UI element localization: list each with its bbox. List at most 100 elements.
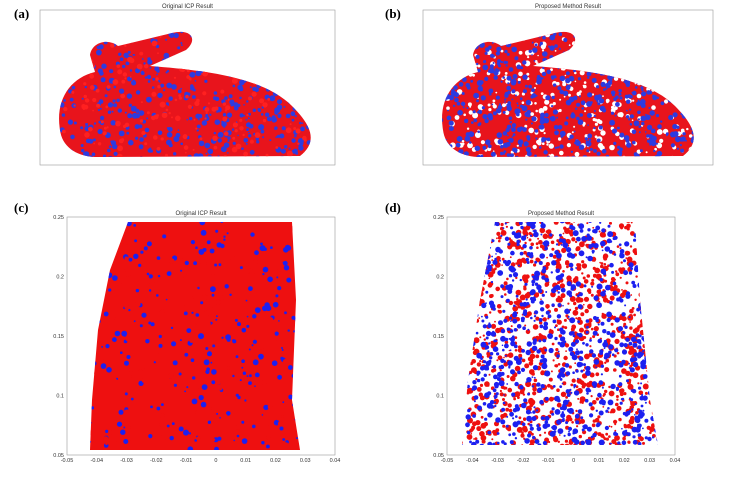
cloud-point (239, 55, 245, 62)
cloud-point (65, 161, 70, 166)
cloud-point (112, 79, 119, 85)
cloud-point (629, 364, 633, 368)
cloud-point (586, 426, 592, 432)
cloud-point (200, 330, 203, 333)
cloud-point (708, 64, 710, 66)
cloud-point (323, 82, 325, 84)
cloud-point (623, 135, 630, 141)
cloud-point (541, 71, 547, 77)
cloud-point (148, 274, 153, 279)
cloud-point (485, 139, 491, 145)
cloud-point (590, 55, 595, 60)
cloud-point (283, 67, 289, 73)
cloud-point (63, 25, 65, 27)
cloud-point (707, 81, 709, 83)
cloud-point (539, 253, 545, 259)
cloud-point (457, 422, 462, 427)
cloud-point (72, 71, 79, 78)
cloud-point (281, 34, 284, 37)
cloud-point (72, 244, 78, 250)
cloud-point (638, 239, 642, 244)
cloud-point (280, 47, 283, 50)
cloud-point (474, 145, 480, 151)
cloud-point (511, 127, 516, 133)
cloud-point (632, 90, 637, 96)
cloud-point (708, 161, 712, 165)
cloud-point (671, 395, 675, 399)
cloud-point (611, 43, 617, 49)
cloud-point (315, 380, 320, 385)
cloud-point (467, 102, 472, 107)
cloud-point (601, 148, 607, 154)
cloud-point (592, 432, 597, 438)
cloud-point (587, 303, 593, 310)
cloud-point (321, 401, 326, 406)
cloud-point (194, 100, 200, 107)
cloud-point (234, 400, 238, 403)
cloud-point (73, 42, 77, 46)
cloud-point (451, 377, 456, 382)
cloud-point (156, 157, 159, 160)
cloud-point (557, 291, 560, 294)
cloud-point (500, 335, 506, 342)
cloud-point (701, 14, 704, 17)
cloud-point (521, 358, 526, 363)
cloud-point (657, 35, 661, 39)
cloud-point (519, 31, 524, 35)
cloud-point (639, 252, 645, 258)
cloud-point (711, 101, 713, 103)
cloud-point (292, 106, 297, 111)
cloud-point (242, 252, 245, 256)
cloud-point (122, 72, 128, 77)
cloud-point (504, 101, 506, 103)
cloud-point (515, 222, 520, 223)
cloud-point (472, 112, 479, 119)
cloud-point (293, 127, 297, 130)
cloud-point (180, 269, 183, 272)
cloud-point (463, 248, 470, 255)
cloud-point (595, 366, 597, 369)
cloud-point (530, 158, 535, 163)
cloud-point (66, 83, 69, 86)
cloud-point (204, 117, 207, 120)
cloud-point (93, 15, 96, 18)
cloud-point (332, 115, 336, 119)
cloud-point (141, 33, 144, 36)
cloud-point (293, 373, 296, 376)
cloud-point (598, 98, 605, 104)
cloud-point (706, 22, 710, 26)
cloud-point (130, 452, 133, 455)
cloud-point (279, 45, 283, 50)
cloud-point (575, 350, 580, 356)
cloud-point (597, 102, 601, 106)
cloud-point (474, 132, 481, 138)
cloud-point (159, 101, 166, 108)
cloud-point (173, 152, 177, 156)
cloud-point (638, 56, 641, 59)
cloud-point (565, 85, 571, 91)
cloud-point (93, 333, 97, 336)
cloud-point (210, 45, 213, 48)
cloud-point (528, 231, 532, 236)
cloud-point (189, 452, 194, 457)
cloud-point (90, 422, 92, 424)
cloud-point (593, 326, 599, 332)
cloud-point (126, 76, 132, 82)
cloud-point (670, 247, 672, 249)
cloud-point (180, 258, 183, 262)
cloud-point (280, 24, 282, 26)
cloud-point (655, 244, 658, 246)
cloud-point (46, 54, 50, 58)
cloud-point (565, 396, 568, 399)
cloud-point (262, 136, 265, 139)
cloud-point (444, 44, 448, 48)
cloud-point (664, 394, 667, 397)
cloud-point (629, 14, 631, 16)
cloud-point (474, 270, 477, 273)
cloud-point (108, 264, 111, 267)
cloud-point (449, 279, 453, 283)
cloud-point (651, 105, 656, 110)
cloud-point (228, 29, 230, 31)
cloud-point (653, 149, 656, 153)
cloud-point (329, 252, 335, 258)
